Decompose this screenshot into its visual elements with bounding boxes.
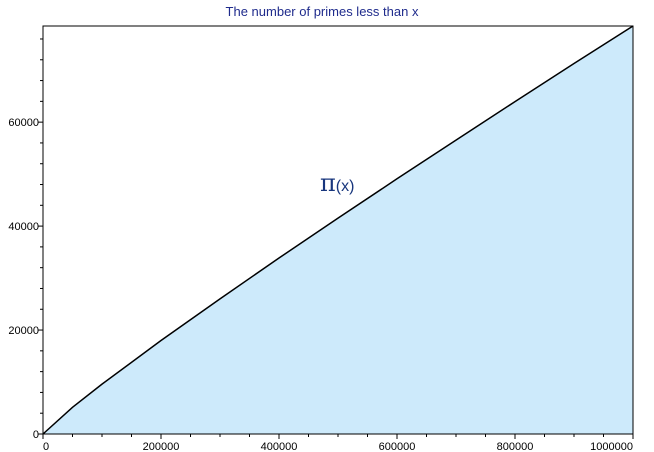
x-tick-label: 600000 (379, 441, 416, 452)
annotation-text: (x) (336, 178, 355, 195)
y-tick-label: 0 (33, 429, 39, 441)
y-tick-label: 40000 (8, 221, 39, 233)
y-tick-label: 20000 (8, 325, 39, 337)
annotation-symbol: π (320, 169, 336, 197)
plot-area (42, 25, 634, 435)
area-fill (43, 26, 633, 434)
y-tick-label: 60000 (8, 117, 39, 129)
chart-title: The number of primes less than x (226, 4, 419, 19)
x-tick-label: 400000 (261, 441, 298, 452)
x-tick-label: 1000000 (590, 441, 633, 452)
x-axis: 0 200000 400000 600000 800000 1000000 (42, 434, 634, 452)
series-annotation: π(x) (320, 169, 354, 197)
x-tick-label: 800000 (497, 441, 534, 452)
x-tick-label: 200000 (143, 441, 180, 452)
series-line (42, 25, 634, 435)
x-tick-label: 0 (43, 441, 49, 452)
y-axis: 0 20000 40000 60000 (8, 38, 43, 441)
